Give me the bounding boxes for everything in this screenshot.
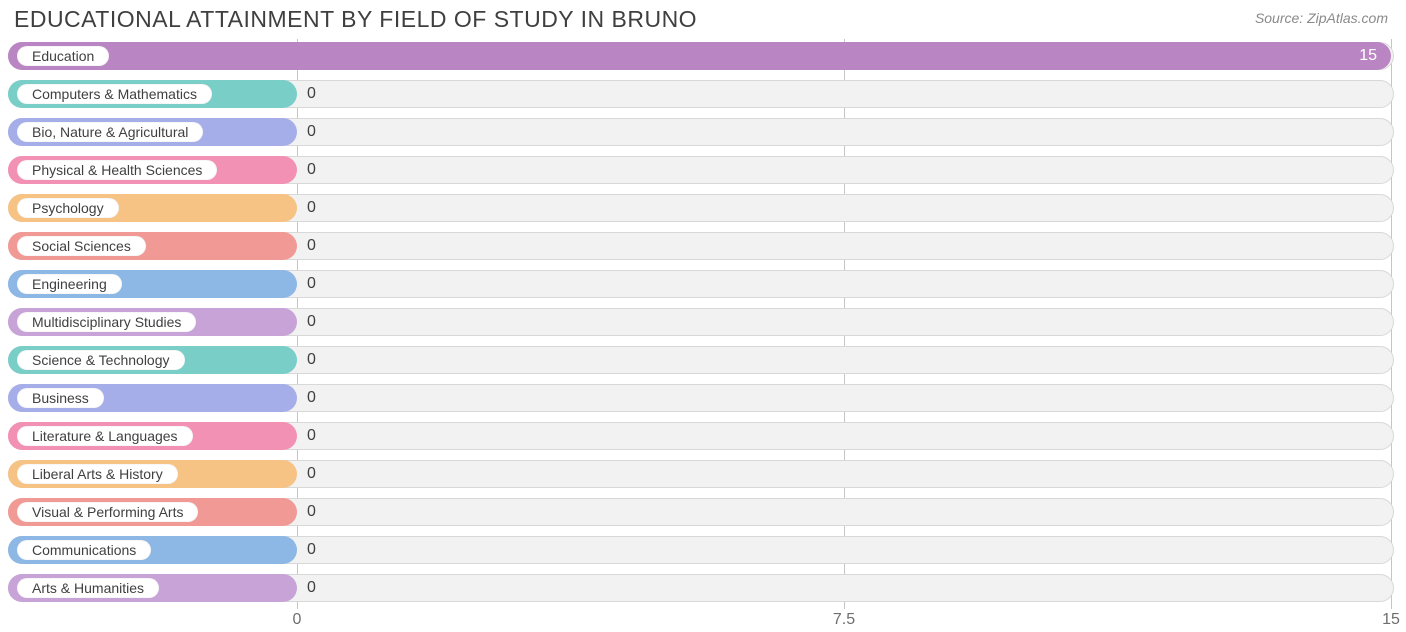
chart-source: Source: ZipAtlas.com bbox=[1255, 6, 1388, 26]
bar-value: 0 bbox=[307, 381, 316, 415]
bar-label: Bio, Nature & Agricultural bbox=[17, 122, 203, 142]
header: EDUCATIONAL ATTAINMENT BY FIELD OF STUDY… bbox=[0, 0, 1406, 33]
table-row: Arts & Humanities 0 bbox=[8, 571, 1398, 605]
bar-label: Engineering bbox=[17, 274, 122, 294]
table-row: Bio, Nature & Agricultural 0 bbox=[8, 115, 1398, 149]
bar-value: 0 bbox=[307, 571, 316, 605]
x-axis: 0 7.5 15 bbox=[8, 609, 1398, 632]
table-row: Business 0 bbox=[8, 381, 1398, 415]
bar-label: Arts & Humanities bbox=[17, 578, 159, 598]
x-tick: 0 bbox=[293, 611, 302, 629]
table-row: Multidisciplinary Studies 0 bbox=[8, 305, 1398, 339]
bar-value: 0 bbox=[307, 77, 316, 111]
bar-label: Education bbox=[17, 46, 109, 66]
bar-value: 0 bbox=[307, 153, 316, 187]
bar-label: Science & Technology bbox=[17, 350, 185, 370]
bar-label: Physical & Health Sciences bbox=[17, 160, 217, 180]
table-row: Psychology 0 bbox=[8, 191, 1398, 225]
bar-label: Liberal Arts & History bbox=[17, 464, 178, 484]
bar-label: Literature & Languages bbox=[17, 426, 193, 446]
bar-label: Communications bbox=[17, 540, 151, 560]
table-row: Liberal Arts & History 0 bbox=[8, 457, 1398, 491]
table-row: Literature & Languages 0 bbox=[8, 419, 1398, 453]
table-row: Science & Technology 0 bbox=[8, 343, 1398, 377]
bar-label: Business bbox=[17, 388, 104, 408]
bar-value: 0 bbox=[307, 533, 316, 567]
chart-container: EDUCATIONAL ATTAINMENT BY FIELD OF STUDY… bbox=[0, 0, 1406, 632]
table-row: Physical & Health Sciences 0 bbox=[8, 153, 1398, 187]
bar-value: 0 bbox=[307, 419, 316, 453]
bar-value: 15 bbox=[1359, 39, 1377, 73]
bar-label: Social Sciences bbox=[17, 236, 146, 256]
table-row: Social Sciences 0 bbox=[8, 229, 1398, 263]
table-row: Engineering 0 bbox=[8, 267, 1398, 301]
bar-value: 0 bbox=[307, 191, 316, 225]
bar-label: Psychology bbox=[17, 198, 119, 218]
x-tick: 7.5 bbox=[833, 611, 855, 629]
chart-plot: Education15Computers & Mathematics0Bio, … bbox=[8, 39, 1398, 632]
bar-label: Computers & Mathematics bbox=[17, 84, 212, 104]
bar-value: 0 bbox=[307, 115, 316, 149]
chart-title: EDUCATIONAL ATTAINMENT BY FIELD OF STUDY… bbox=[14, 6, 697, 33]
table-row: Communications 0 bbox=[8, 533, 1398, 567]
bar-value: 0 bbox=[307, 343, 316, 377]
bar-value: 0 bbox=[307, 305, 316, 339]
bar bbox=[8, 42, 1391, 70]
table-row: Education 15 bbox=[8, 39, 1398, 73]
table-row: Computers & Mathematics 0 bbox=[8, 77, 1398, 111]
x-tick: 15 bbox=[1382, 611, 1400, 629]
bar-value: 0 bbox=[307, 457, 316, 491]
bar-label: Multidisciplinary Studies bbox=[17, 312, 196, 332]
bar-label: Visual & Performing Arts bbox=[17, 502, 198, 522]
bar-value: 0 bbox=[307, 495, 316, 529]
table-row: Visual & Performing Arts 0 bbox=[8, 495, 1398, 529]
bar-value: 0 bbox=[307, 229, 316, 263]
bar-value: 0 bbox=[307, 267, 316, 301]
